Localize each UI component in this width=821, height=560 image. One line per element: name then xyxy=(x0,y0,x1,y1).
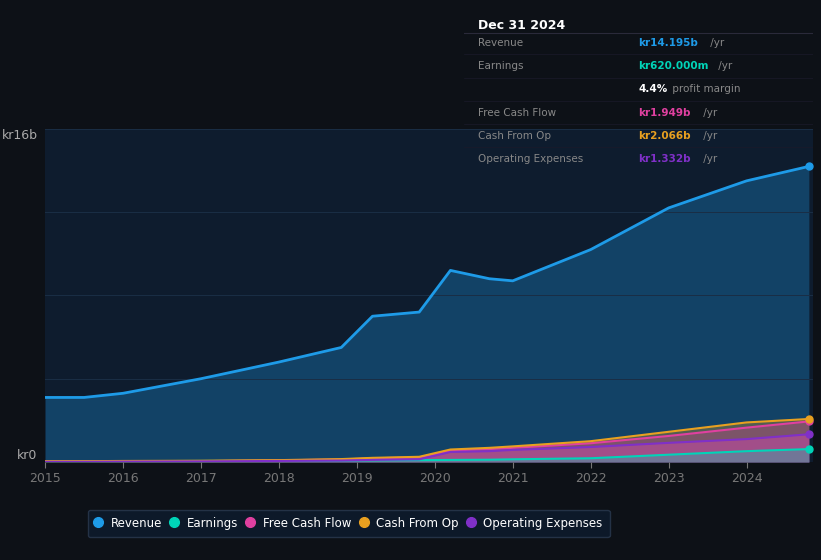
Text: Revenue: Revenue xyxy=(478,38,523,48)
Text: Cash From Op: Cash From Op xyxy=(478,130,551,141)
Legend: Revenue, Earnings, Free Cash Flow, Cash From Op, Operating Expenses: Revenue, Earnings, Free Cash Flow, Cash … xyxy=(88,510,609,537)
Text: /yr: /yr xyxy=(699,108,717,118)
Text: profit margin: profit margin xyxy=(669,85,741,94)
Text: Free Cash Flow: Free Cash Flow xyxy=(478,108,556,118)
Text: 4.4%: 4.4% xyxy=(639,85,667,94)
Text: kr2.066b: kr2.066b xyxy=(639,130,691,141)
Text: /yr: /yr xyxy=(708,38,725,48)
Text: kr1.332b: kr1.332b xyxy=(639,154,691,164)
Text: Dec 31 2024: Dec 31 2024 xyxy=(478,20,565,32)
Text: Earnings: Earnings xyxy=(478,61,523,71)
Text: /yr: /yr xyxy=(699,130,717,141)
Text: kr0: kr0 xyxy=(17,449,38,462)
Text: kr620.000m: kr620.000m xyxy=(639,61,709,71)
Text: kr16b: kr16b xyxy=(2,129,38,142)
Text: Operating Expenses: Operating Expenses xyxy=(478,154,583,164)
Text: kr14.195b: kr14.195b xyxy=(639,38,698,48)
Text: /yr: /yr xyxy=(699,154,717,164)
Text: kr1.949b: kr1.949b xyxy=(639,108,690,118)
Text: /yr: /yr xyxy=(715,61,732,71)
